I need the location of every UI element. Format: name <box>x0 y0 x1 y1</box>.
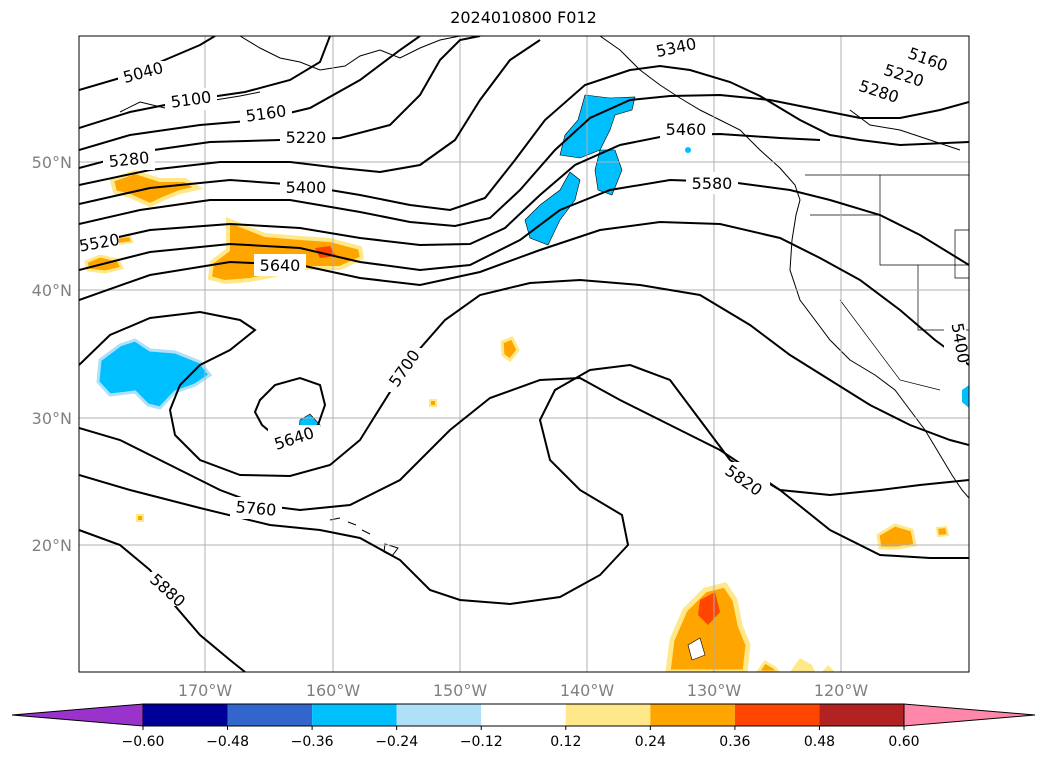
colorbar-segment <box>819 704 904 726</box>
colorbar: −0.60 −0.48 −0.36 −0.24 −0.12 0.12 0.24 0.36 0.4… <box>11 703 1036 750</box>
colorbar-frame <box>142 703 905 727</box>
lat-label-30n: 30°N <box>32 409 72 428</box>
colorbar-tick-label: 0.36 <box>719 734 750 750</box>
colorbar-tick-label: −0.48 <box>206 734 249 750</box>
map-frame <box>78 35 970 673</box>
contour-label: 5640 <box>260 256 301 275</box>
contour-label: 5400 <box>948 321 974 364</box>
colorbar-tick-label: 0.24 <box>635 734 666 750</box>
colorbar-tick-label: −0.24 <box>375 734 418 750</box>
height-contours <box>79 36 969 672</box>
colorbar-tick-label: −0.12 <box>460 734 503 750</box>
colorbar-tick-label: 0.12 <box>550 734 581 750</box>
lat-label-40n: 40°N <box>32 281 72 300</box>
map-title: 2024010800 F012 <box>450 8 597 27</box>
colorbar-extend-low <box>11 703 144 727</box>
longitude-labels: 170°W 160°W 150°W 140°W 130°W 120°W <box>178 681 869 700</box>
lon-label-120w: 120°W <box>814 681 869 700</box>
contour-label: 5460 <box>666 120 707 139</box>
lon-label-130w: 130°W <box>687 681 742 700</box>
colorbar-tick-label: 0.48 <box>804 734 835 750</box>
colorbar-tick-label: −0.36 <box>291 734 334 750</box>
colorbar-segment <box>734 704 820 726</box>
colorbar-segment <box>143 704 228 726</box>
lon-label-160w: 160°W <box>306 681 361 700</box>
lon-label-140w: 140°W <box>560 681 615 700</box>
colorbar-segment <box>227 704 313 726</box>
borders <box>805 174 969 391</box>
colorbar-tick-label: 0.60 <box>888 734 919 750</box>
lat-label-20n: 20°N <box>32 536 72 555</box>
contour-labels: 5040 5100 5160 5220 5280 5400 5520 5640 … <box>79 36 974 611</box>
colorbar-extend-high <box>903 703 1036 727</box>
colorbar-segment <box>565 704 651 726</box>
lon-label-170w: 170°W <box>178 681 233 700</box>
contour-label: 5760 <box>235 497 277 519</box>
contour-label: 5280 <box>108 148 150 171</box>
colorbar-segment <box>312 704 397 726</box>
lat-label-50n: 50°N <box>32 153 72 172</box>
colorbar-segment <box>650 704 735 726</box>
contour-label: 5400 <box>286 178 327 197</box>
colorbar-segment <box>396 704 482 726</box>
colorbar-segment <box>481 704 566 726</box>
contour-label: 5220 <box>286 128 327 147</box>
map-area <box>79 36 969 672</box>
colorbar-tick-label: −0.60 <box>122 734 165 750</box>
lon-label-150w: 150°W <box>433 681 488 700</box>
contour-label: 5580 <box>692 174 733 193</box>
latitude-labels: 50°N 40°N 30°N 20°N <box>32 153 72 555</box>
